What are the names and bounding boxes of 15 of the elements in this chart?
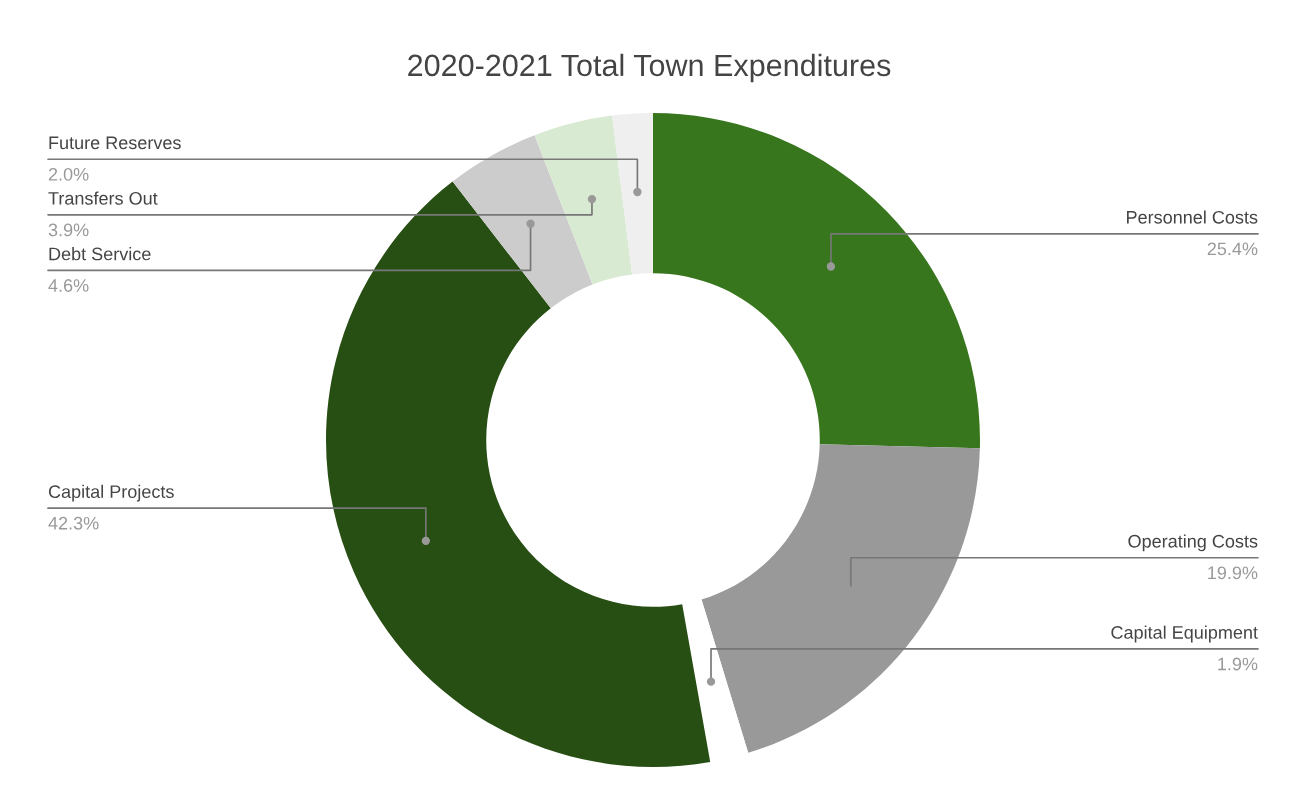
data-label: 4.6%	[48, 279, 89, 292]
data-label: 2.0%	[48, 167, 89, 181]
slice-label: Capital Projects	[48, 484, 174, 502]
slice-label: Future Reserves	[49, 136, 181, 150]
slice-label: Personnel Costs	[1127, 210, 1258, 224]
slice-label: Operating Costs	[1128, 534, 1258, 552]
chart-title: 2020-2021 Total Town Expenditures	[408, 53, 891, 83]
slice-label: Transfers Out	[48, 191, 158, 205]
slice-label: Capital Equipment	[1111, 625, 1258, 643]
slice-label: Debt Service	[49, 247, 151, 261]
data-label: 25.4%	[1207, 242, 1258, 256]
data-label: 3.9%	[48, 223, 89, 237]
data-label: 42.3%	[48, 516, 99, 530]
data-label: 1.9%	[1218, 657, 1258, 671]
data-label: 19.9%	[1208, 566, 1258, 580]
